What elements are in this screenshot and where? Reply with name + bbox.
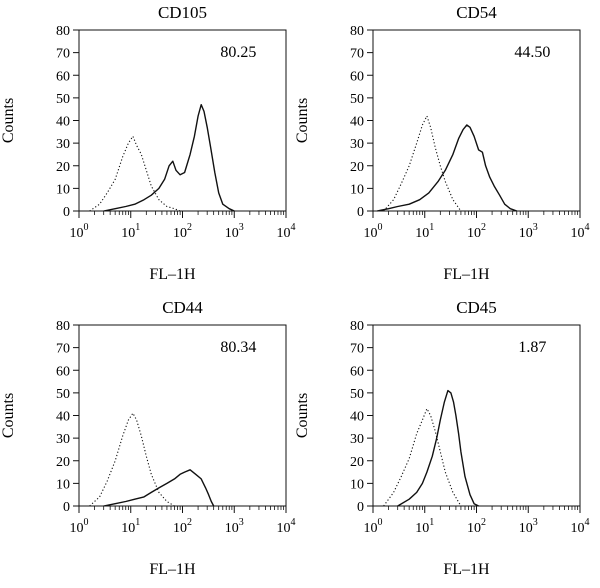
- x-tick-label: 102: [467, 222, 486, 241]
- y-tick-label: 30: [56, 137, 70, 152]
- y-tick-label: 80: [56, 319, 70, 334]
- y-tick-label: 10: [56, 477, 70, 492]
- panel-title: CD45: [456, 298, 497, 317]
- y-tick-label: 20: [350, 160, 364, 175]
- y-tick-label: 40: [350, 410, 364, 425]
- x-tick-label: 103: [519, 517, 538, 536]
- y-tick-label: 60: [350, 364, 364, 379]
- y-tick-label: 30: [56, 432, 70, 447]
- percentage-annotation: 44.50: [514, 44, 550, 61]
- x-tick-label: 103: [519, 222, 538, 241]
- panel-title: CD44: [162, 298, 203, 317]
- y-tick-label: 30: [350, 432, 364, 447]
- y-axis-label: Counts: [0, 98, 17, 143]
- x-axis-label: FL–1H: [443, 266, 490, 283]
- y-tick-label: 70: [56, 342, 70, 357]
- x-tick-label: 101: [415, 222, 434, 241]
- x-tick-label: 100: [70, 222, 89, 241]
- control-histogram-line: [383, 115, 462, 212]
- x-tick-label: 104: [571, 222, 590, 241]
- y-tick-label: 0: [63, 500, 70, 515]
- y-tick-label: 50: [350, 92, 364, 107]
- y-tick-label: 10: [350, 477, 364, 492]
- percentage-annotation: 80.34: [220, 339, 256, 356]
- y-tick-label: 40: [350, 115, 364, 130]
- y-tick-label: 70: [350, 342, 364, 357]
- x-tick-label: 102: [173, 517, 192, 536]
- y-axis-label: Counts: [0, 393, 17, 438]
- percentage-annotation: 1.87: [518, 339, 546, 356]
- y-axis-label: Counts: [294, 393, 311, 438]
- x-axis-label: FL–1H: [443, 561, 490, 578]
- x-tick-label: 100: [364, 517, 383, 536]
- y-tick-label: 70: [350, 47, 364, 62]
- panel-title: CD54: [456, 3, 497, 22]
- marker-histogram-line: [103, 103, 235, 212]
- marker-histogram-line: [397, 389, 479, 507]
- x-tick-label: 101: [121, 517, 140, 536]
- panel-2: CD54 0 10 20 30 40 50 60 70 80 100 101 102 103 104 Coun…: [294, 3, 590, 283]
- panel-title: CD105: [158, 3, 207, 22]
- y-tick-label: 80: [350, 319, 364, 334]
- x-tick-label: 104: [571, 517, 590, 536]
- y-tick-label: 50: [56, 387, 70, 402]
- y-tick-label: 20: [56, 160, 70, 175]
- x-tick-label: 102: [467, 517, 486, 536]
- control-histogram-line: [89, 412, 175, 507]
- marker-histogram-line: [376, 124, 518, 212]
- y-tick-label: 10: [350, 182, 364, 197]
- x-tick-label: 103: [225, 222, 244, 241]
- y-axis-label: Counts: [294, 98, 311, 143]
- x-axis-label: FL–1H: [149, 266, 196, 283]
- y-tick-label: 20: [56, 455, 70, 470]
- x-tick-label: 102: [173, 222, 192, 241]
- y-tick-label: 60: [56, 69, 70, 84]
- y-tick-label: 40: [56, 410, 70, 425]
- x-tick-label: 100: [70, 517, 89, 536]
- y-tick-label: 10: [56, 182, 70, 197]
- y-tick-label: 80: [56, 24, 70, 39]
- control-histogram-line: [89, 135, 181, 212]
- y-tick-label: 0: [357, 500, 364, 515]
- y-tick-label: 0: [63, 205, 70, 220]
- panel-3: CD44 0 10 20 30 40 50 60 70 80 100 101 102 103 104 Coun…: [0, 298, 296, 578]
- y-tick-label: 80: [350, 24, 364, 39]
- plot-frame: [372, 324, 581, 507]
- y-tick-label: 70: [56, 47, 70, 62]
- x-tick-label: 104: [277, 517, 296, 536]
- x-tick-label: 101: [415, 517, 434, 536]
- percentage-annotation: 80.25: [220, 44, 256, 61]
- y-tick-label: 60: [56, 364, 70, 379]
- y-tick-label: 0: [357, 205, 364, 220]
- panel-1: CD105 0 10 20 30 40 50 60 70 80 100 101 102 103 104 Cou…: [0, 3, 296, 283]
- y-tick-label: 20: [350, 455, 364, 470]
- y-tick-label: 50: [56, 92, 70, 107]
- y-tick-label: 60: [350, 69, 364, 84]
- x-tick-label: 100: [364, 222, 383, 241]
- y-tick-label: 40: [56, 115, 70, 130]
- x-tick-label: 103: [225, 517, 244, 536]
- x-axis-label: FL–1H: [149, 561, 196, 578]
- x-tick-label: 101: [121, 222, 140, 241]
- control-histogram-line: [383, 408, 462, 507]
- marker-histogram-line: [103, 469, 215, 507]
- x-tick-label: 104: [277, 222, 296, 241]
- y-tick-label: 30: [350, 137, 364, 152]
- y-tick-label: 50: [350, 387, 364, 402]
- panel-4: CD45 0 10 20 30 40 50 60 70 80 100 101 102 103 104 Coun…: [294, 298, 590, 578]
